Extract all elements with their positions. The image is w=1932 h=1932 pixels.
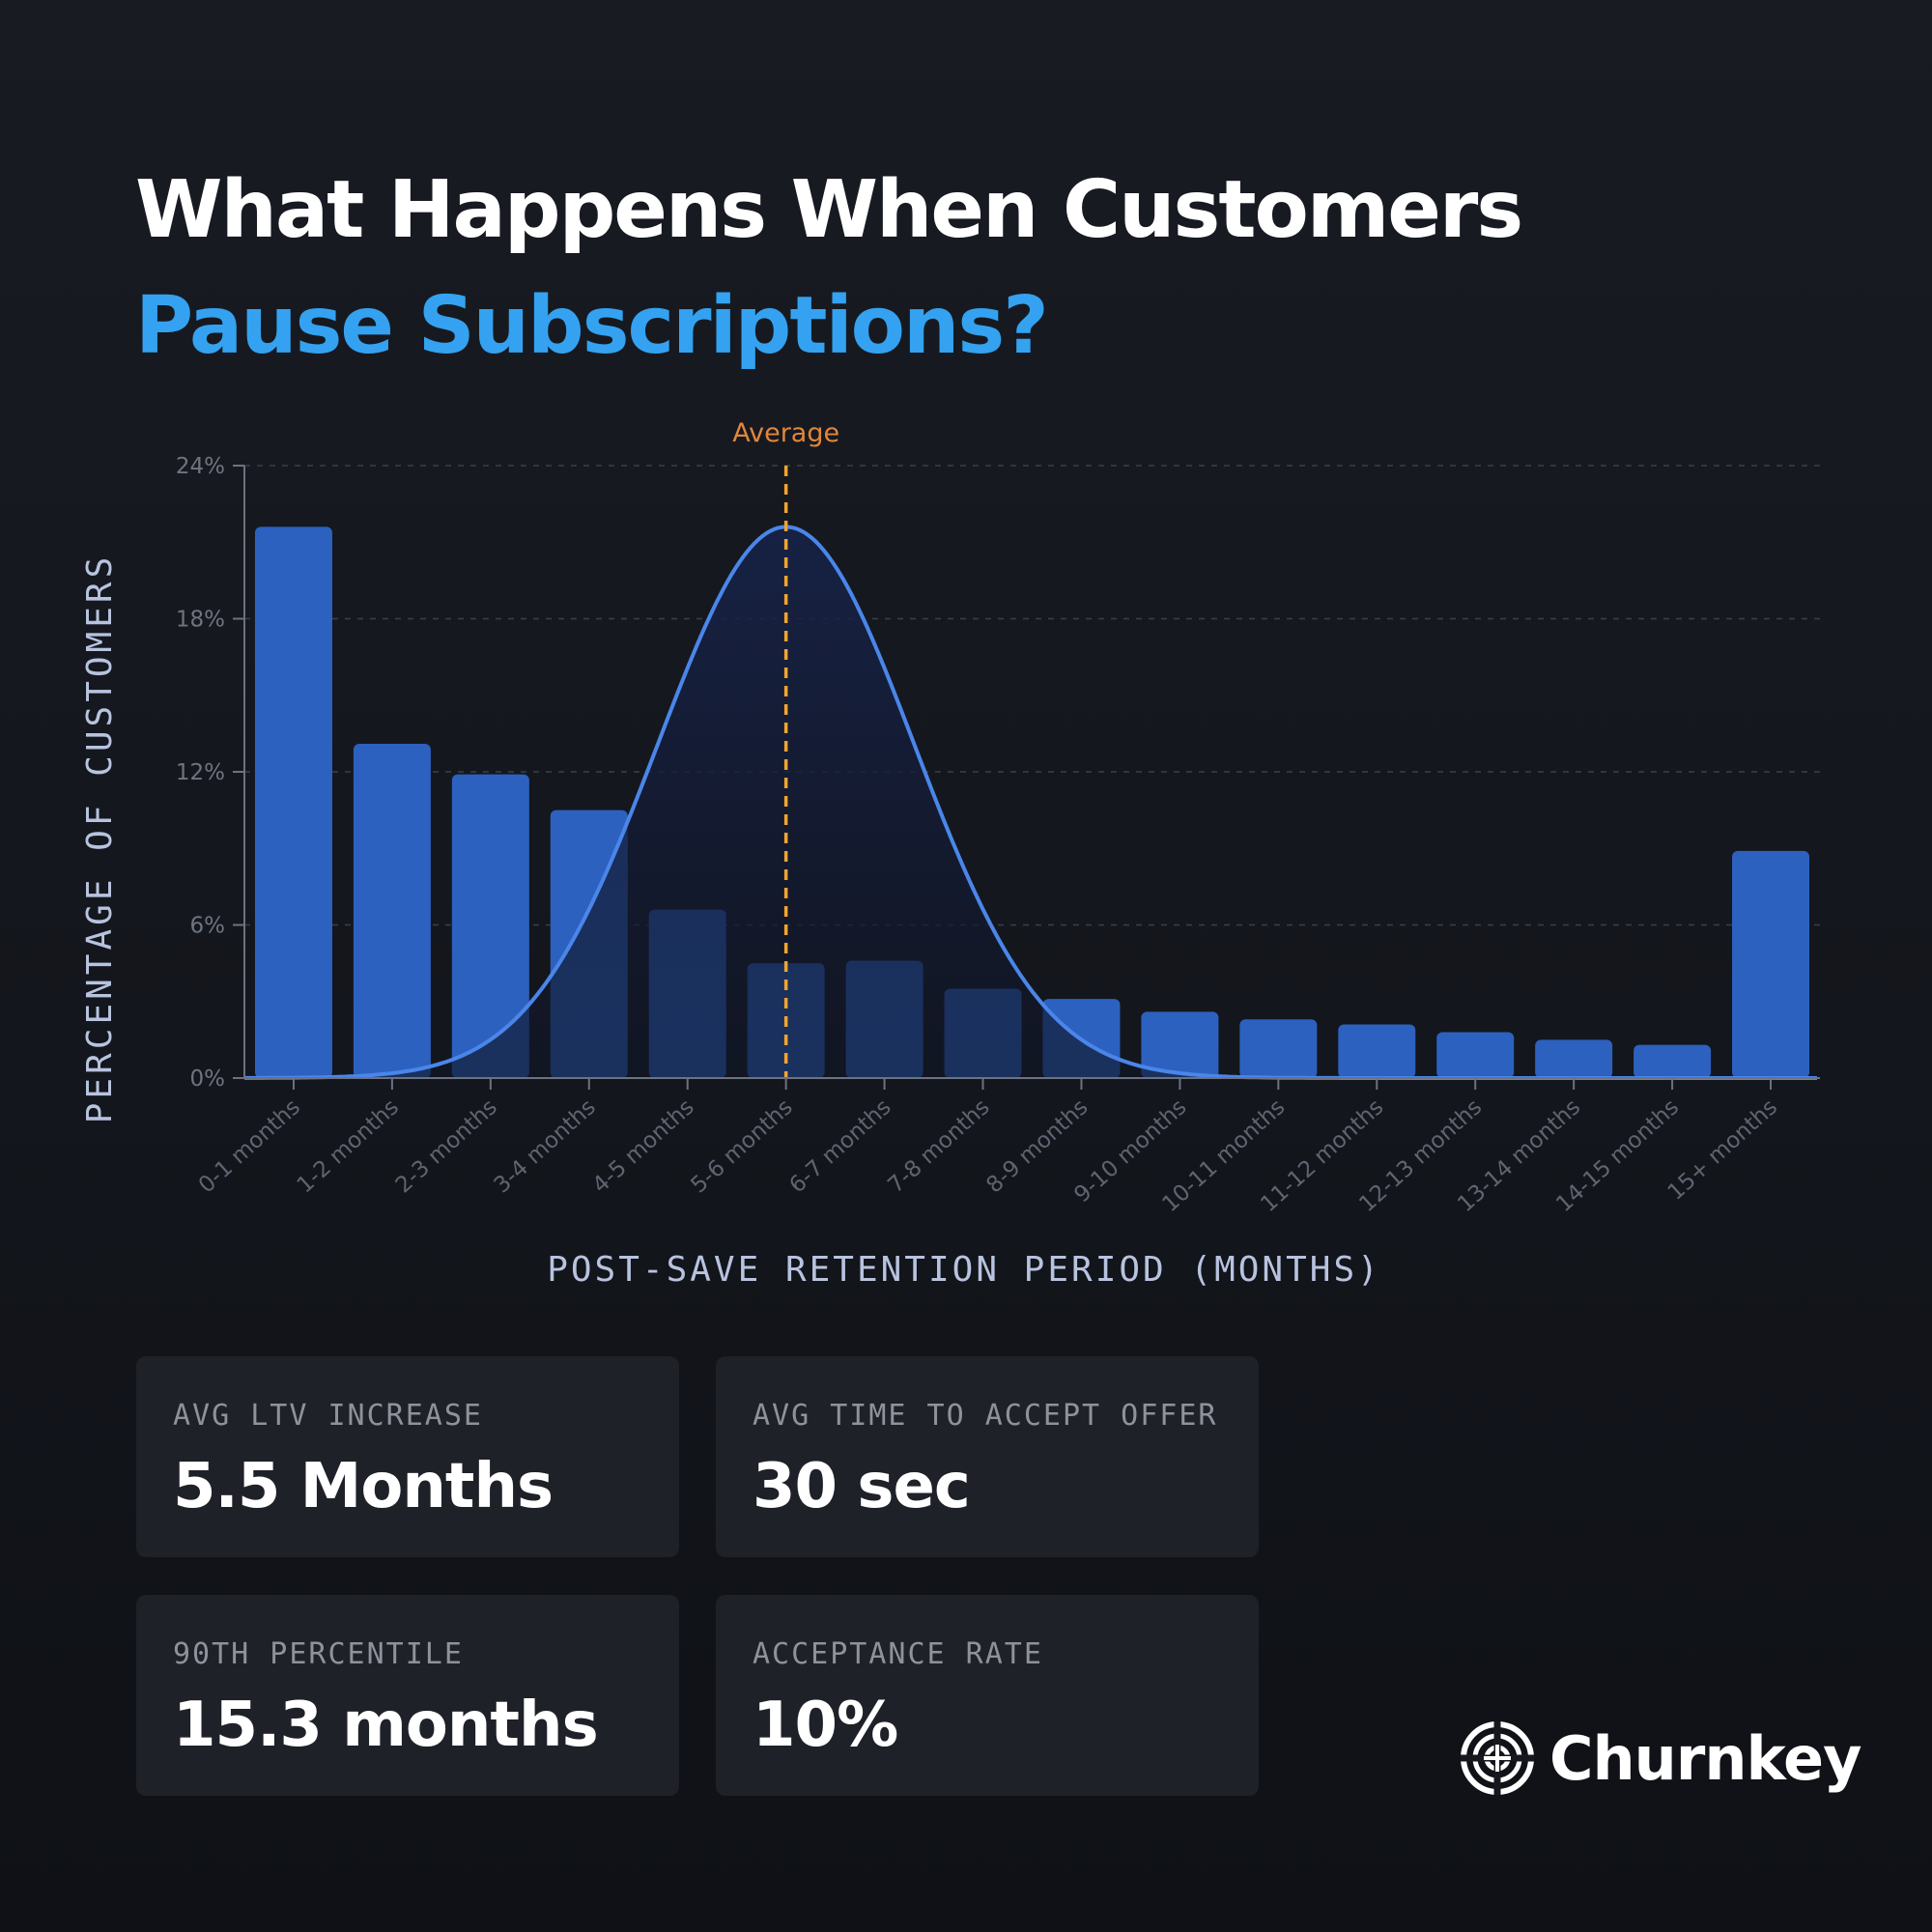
curve-area — [244, 526, 1820, 1078]
stat-label: 90TH PERCENTILE — [173, 1637, 464, 1671]
bar-11-12-months — [1338, 1024, 1416, 1078]
stat-card-90th-percentile: 90TH PERCENTILE 15.3 months — [136, 1595, 679, 1796]
bar-13-14-months — [1535, 1039, 1613, 1078]
stat-value: 15.3 months — [173, 1690, 599, 1761]
y-tick-label: 6% — [190, 914, 226, 939]
title-line-2: Pause Subscriptions? — [135, 280, 1049, 372]
stat-label: ACCEPTANCE RATE — [753, 1637, 1043, 1671]
bar-1-2-months — [353, 743, 431, 1078]
bar-0-1-months — [254, 526, 332, 1078]
stat-card-acceptance-rate: ACCEPTANCE RATE 10% — [716, 1595, 1259, 1796]
y-tick-label: 18% — [176, 608, 225, 633]
bar-14-15-months — [1634, 1044, 1712, 1078]
x-tick-label: 4-5 months — [588, 1094, 699, 1198]
x-tick-label: 0-1 months — [194, 1094, 305, 1198]
stat-card-ltv-increase: AVG LTV INCREASE 5.5 Months — [136, 1356, 679, 1557]
bar-15-months — [1732, 850, 1810, 1078]
churnkey-logo-icon — [1461, 1721, 1534, 1795]
y-tick-label: 0% — [190, 1066, 226, 1092]
y-axis-title: PERCENTAGE OF CUSTOMERS — [80, 554, 120, 1124]
x-tick-label: 7-8 months — [883, 1094, 994, 1198]
y-tick-label: 24% — [176, 454, 225, 479]
title-line-1: What Happens When Customers — [135, 164, 1523, 256]
stat-value: 10% — [753, 1690, 898, 1761]
brand-logo: Churnkey — [1459, 1719, 1862, 1797]
average-label: Average — [732, 418, 839, 448]
stat-label: AVG TIME TO ACCEPT OFFER — [753, 1399, 1218, 1433]
y-tick-label: 12% — [176, 760, 225, 785]
bar-9-10-months — [1141, 1011, 1219, 1078]
x-tick-label: 6-7 months — [784, 1094, 895, 1198]
x-axis-title: POST-SAVE RETENTION PERIOD (MONTHS) — [547, 1250, 1381, 1290]
x-tick-label: 5-6 months — [687, 1094, 798, 1198]
stat-value: 5.5 Months — [173, 1451, 554, 1522]
page-title: What Happens When Customers Pause Subscr… — [135, 153, 1523, 384]
brand-name: Churnkey — [1549, 1722, 1862, 1794]
bar-10-11-months — [1239, 1019, 1318, 1078]
stat-card-time-to-accept: AVG TIME TO ACCEPT OFFER 30 sec — [716, 1356, 1259, 1557]
x-tick-label: 1-2 months — [293, 1094, 404, 1198]
x-tick-label: 3-4 months — [490, 1094, 601, 1198]
stat-value: 30 sec — [753, 1451, 971, 1522]
bar-2-3-months — [451, 774, 529, 1078]
x-tick-label: 2-3 months — [391, 1094, 502, 1198]
stat-label: AVG LTV INCREASE — [173, 1399, 483, 1433]
bar-12-13-months — [1436, 1032, 1515, 1078]
